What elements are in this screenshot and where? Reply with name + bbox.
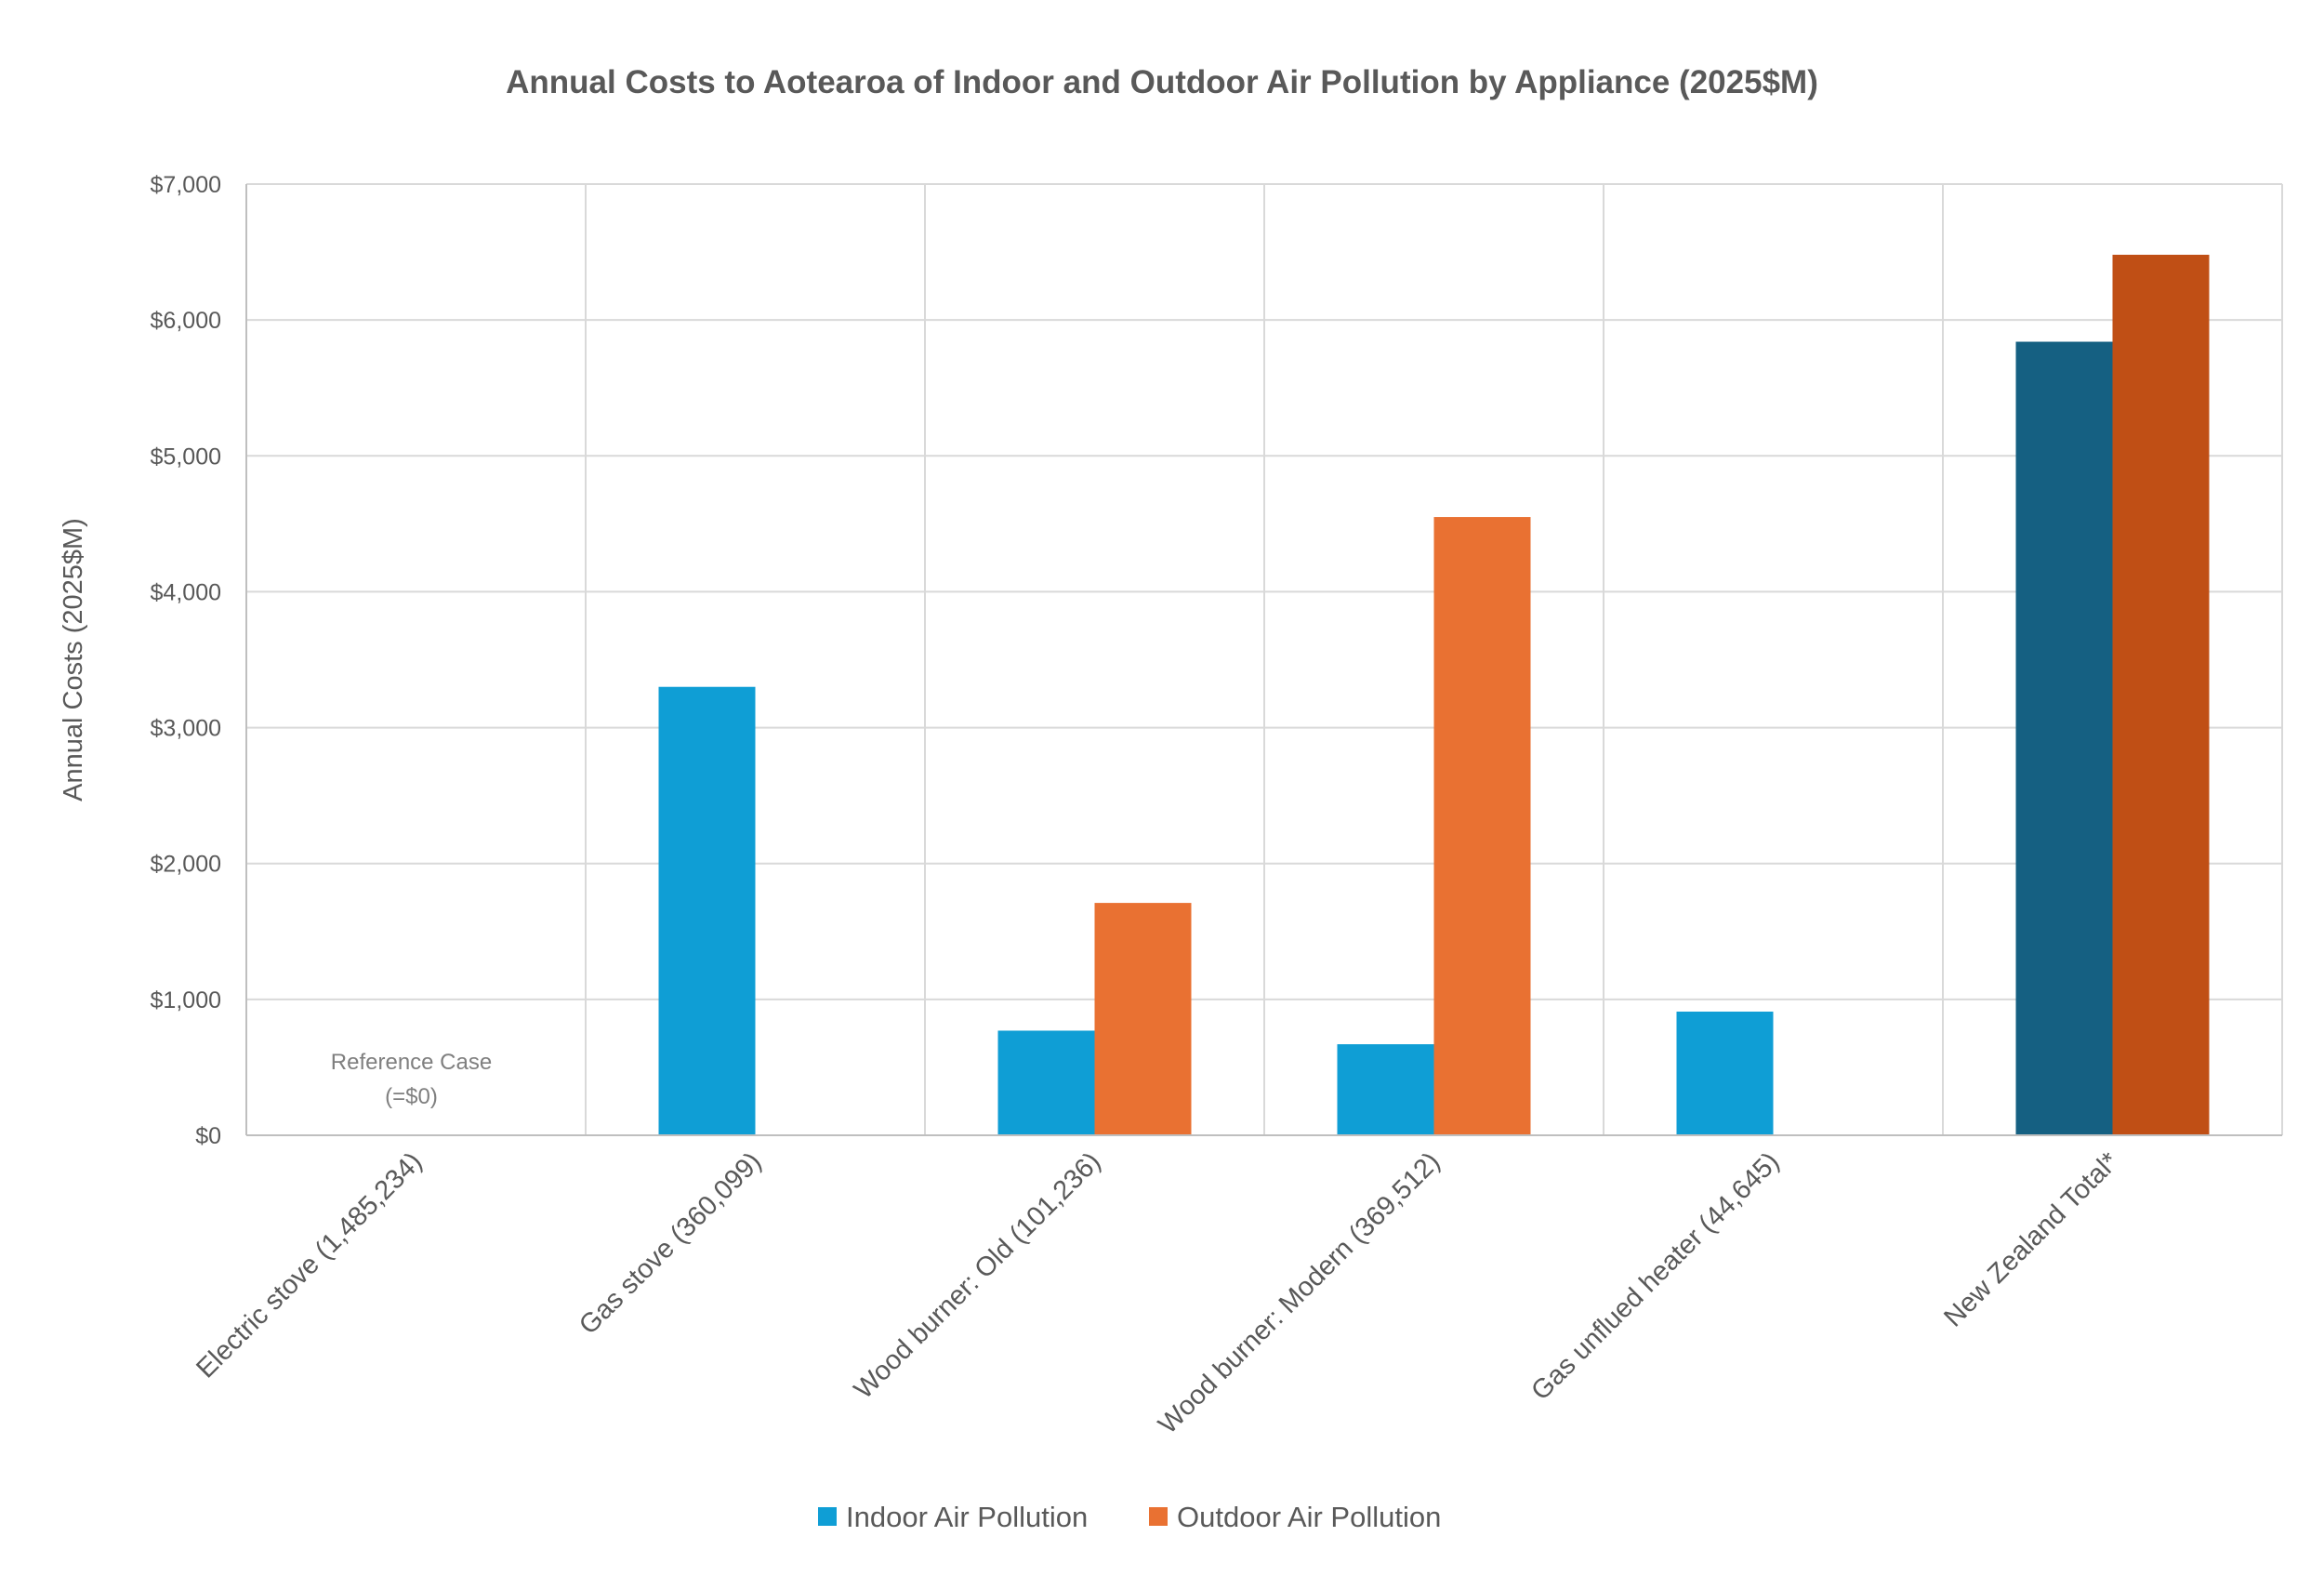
- legend: Indoor Air Pollution Outdoor Air Pollutio…: [818, 1501, 1441, 1533]
- x-tick-label: Gas unflued heater (44,645): [1525, 1146, 1785, 1406]
- x-tick-label: Gas stove (360,099): [574, 1146, 767, 1340]
- legend-label-indoor: Indoor Air Pollution: [846, 1501, 1088, 1533]
- bar-outdoor-5: [2112, 254, 2210, 1136]
- legend-swatch-outdoor: [1149, 1507, 1168, 1526]
- annotation-line: Reference Case: [331, 1050, 492, 1075]
- y-tick-label: $6,000: [151, 308, 221, 334]
- x-tick-label: Electric stove (1,485,234): [191, 1146, 428, 1384]
- bars: [658, 254, 2210, 1136]
- x-tick-label: New Zealand Total*: [1938, 1146, 2124, 1332]
- annotations: Reference Case (=$0): [331, 1050, 492, 1109]
- annotation-line: (=$0): [385, 1084, 438, 1109]
- x-tick-label: Wood burner: Modern (369,512): [1153, 1146, 1446, 1439]
- bar-indoor-4: [1676, 1012, 1774, 1135]
- y-tick-label: $5,000: [151, 444, 221, 470]
- bar-indoor-1: [658, 686, 756, 1135]
- x-tick-label: Wood burner: Old (101,236): [849, 1146, 1107, 1405]
- legend-swatch-indoor: [818, 1507, 837, 1526]
- y-axis-label: Annual Costs (2025$M): [59, 518, 88, 801]
- y-tick-label: $7,000: [151, 172, 221, 198]
- y-tick-label: $0: [195, 1123, 221, 1149]
- bar-outdoor-3: [1433, 517, 1531, 1135]
- bar-outdoor-2: [1094, 903, 1192, 1135]
- axes: [245, 184, 2282, 1136]
- bar-indoor-5: [2015, 341, 2113, 1135]
- y-tick-label: $4,000: [151, 579, 221, 605]
- y-tick-label: $2,000: [151, 852, 221, 878]
- chart-title: Annual Costs to Aotearoa of Indoor and O…: [506, 64, 1818, 100]
- y-axis-ticks: $0 $1,000 $2,000 $3,000 $4,000 $5,000 $6,000 $7…: [151, 172, 221, 1149]
- bar-indoor-3: [1337, 1044, 1434, 1135]
- legend-label-outdoor: Outdoor Air Pollution: [1177, 1501, 1441, 1533]
- x-axis-ticks: Electric stove (1,485,234) Gas stove (360…: [191, 1146, 2124, 1439]
- y-tick-label: $1,000: [151, 987, 221, 1013]
- grid-lines: [245, 183, 2283, 1136]
- bar-indoor-2: [997, 1030, 1095, 1135]
- y-tick-label: $3,000: [151, 716, 221, 742]
